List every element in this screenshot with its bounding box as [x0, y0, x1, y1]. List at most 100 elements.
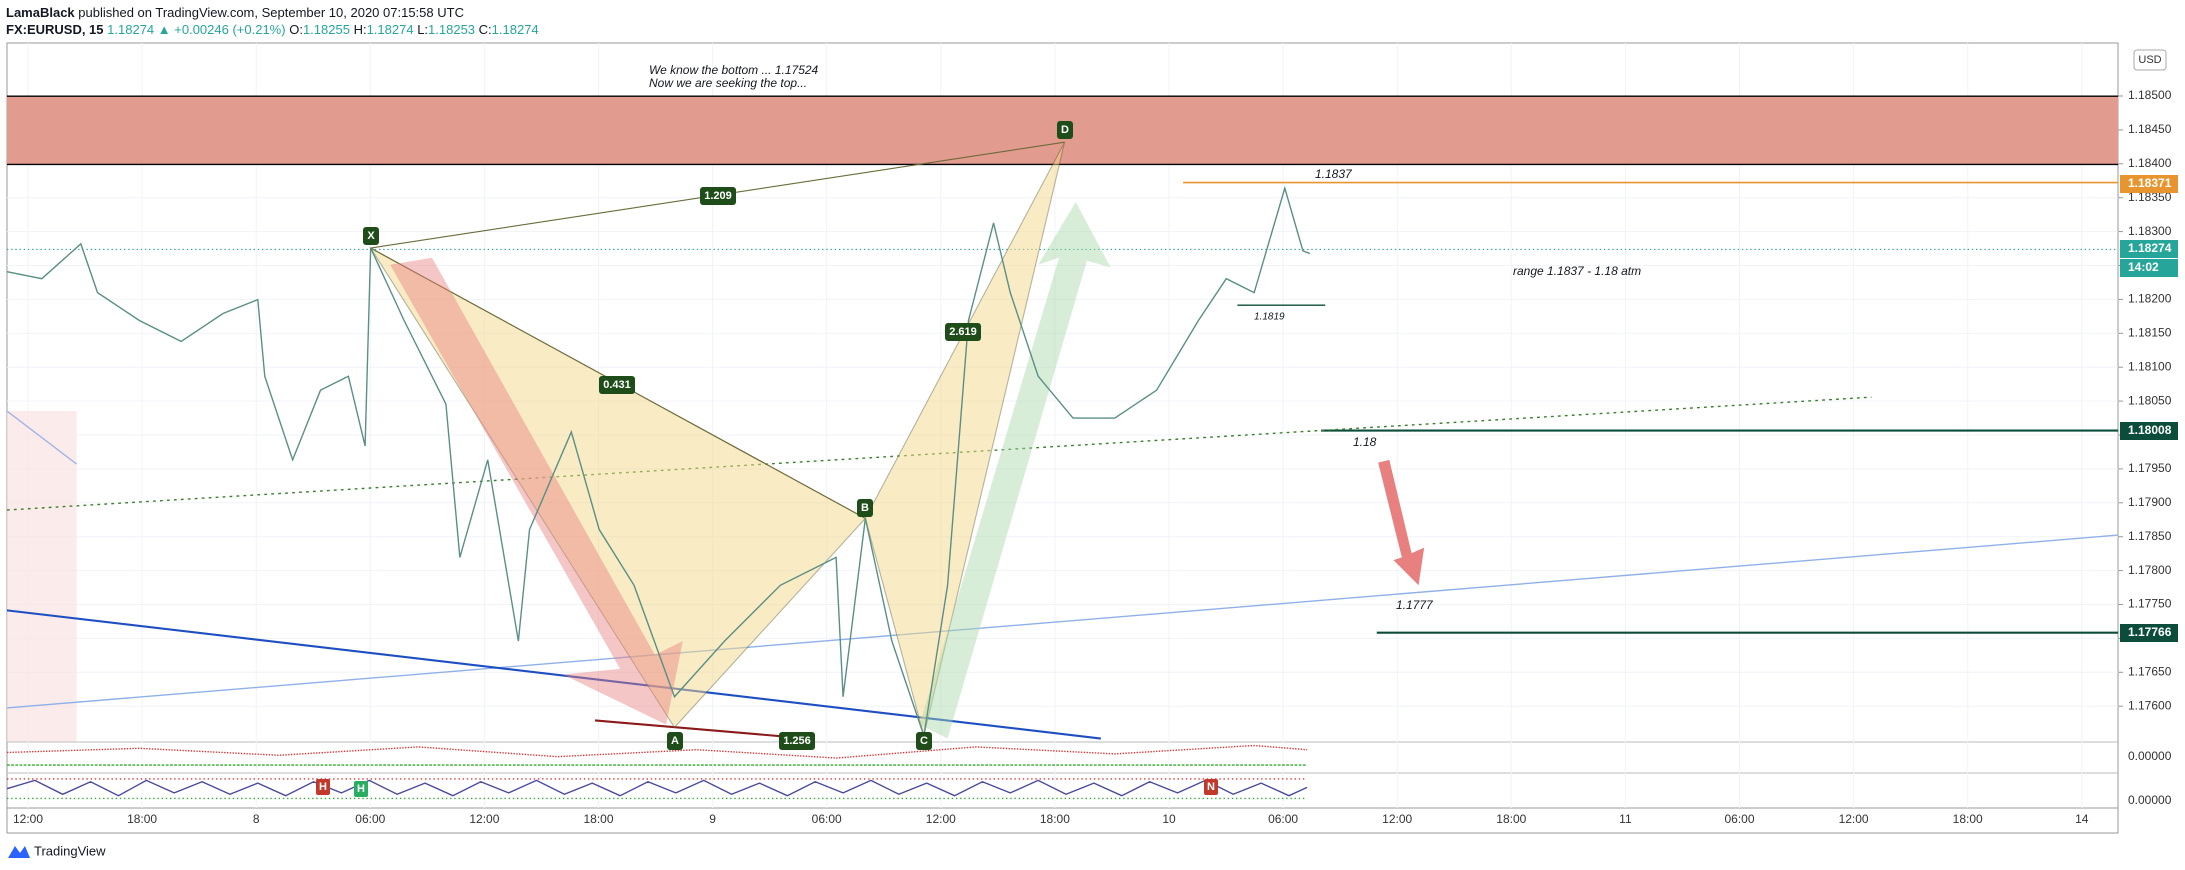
pattern-point-label: D: [1061, 124, 1069, 136]
time-tick: 06:00: [812, 812, 842, 826]
price-tag-label: 14:02: [2128, 260, 2159, 274]
price-tag: [2120, 259, 2178, 277]
time-tick: 18:00: [1953, 812, 1983, 826]
ratio-label: 0.431: [603, 379, 631, 391]
ratio-box: [779, 732, 815, 750]
ohlc: O:1.18255 H:1.18274 L:1.18253 C:1.18274: [289, 22, 538, 37]
marker: [1204, 779, 1218, 795]
price-tag-label: 1.18371: [2128, 176, 2172, 190]
marker-label: H: [357, 783, 365, 795]
time-tick: 18:00: [1040, 812, 1070, 826]
ohlc-key: O:: [289, 22, 303, 37]
time-tick: 12:00: [926, 812, 956, 826]
note: We know the bottom ... 1.17524: [649, 63, 819, 77]
indicator-2: [6, 779, 1308, 797]
logo: [8, 846, 30, 858]
time-tick: 10: [1162, 812, 1176, 826]
annotation: 1.1777: [1396, 598, 1434, 612]
price-tick: 1.17800: [2128, 563, 2172, 577]
pattern-labels: X A B C D 1.209 0.431 2.619 1.256 H H N: [316, 121, 1218, 797]
time-tick: 9: [709, 812, 716, 826]
pattern-point: [916, 732, 932, 750]
drawings: [6, 95, 2119, 800]
marker-label: N: [1207, 781, 1215, 793]
ratio-box: [700, 187, 736, 205]
price-tag: [2120, 624, 2178, 642]
price-tick: 1.18150: [2128, 325, 2172, 339]
indicator-1: [6, 744, 1308, 759]
price-tag-label: 1.17766: [2128, 625, 2172, 639]
time-tick: 11: [1619, 812, 1632, 826]
publisher: LamaBlack: [6, 5, 75, 20]
ratio-box: [945, 323, 981, 341]
price-tick: 1.17750: [2128, 597, 2172, 611]
ratio-label: 2.619: [949, 326, 977, 338]
price-tick: 1.17850: [2128, 529, 2172, 543]
price-tick: 1.18350: [2128, 190, 2172, 204]
last: 1.18274: [107, 22, 155, 37]
price-tick: 1.18200: [2128, 292, 2172, 306]
ohlc-key: H:: [353, 22, 367, 37]
price-tag-label: 1.18274: [2128, 241, 2172, 255]
price-path: [6, 185, 1311, 736]
pattern-point: [1057, 121, 1073, 139]
marker-label: H: [319, 781, 327, 793]
pattern-point-label: C: [920, 735, 928, 747]
trend-red: [594, 719, 809, 740]
ohlc-value: 1.18255: [302, 22, 350, 37]
indicator-tick: 0.00000: [2128, 749, 2172, 763]
annotation: 1.18: [1353, 435, 1377, 449]
note: Now we are seeking the top...: [649, 76, 807, 90]
price-tick: 1.17650: [2128, 664, 2172, 678]
price-tick: 1.18400: [2128, 156, 2172, 170]
time-tick: 06:00: [355, 812, 385, 826]
pattern-point-label: A: [671, 735, 679, 747]
ratio-label: 1.209: [704, 190, 732, 202]
ohlc-value: 1.18253: [428, 22, 476, 37]
price-tag: [2120, 422, 2178, 440]
currency: USD: [2138, 54, 2161, 66]
footer: TradingView: [34, 843, 106, 858]
published: published on TradingView.com, September …: [78, 5, 464, 20]
time-tick: 06:00: [1724, 812, 1754, 826]
ohlc-key: C:: [478, 22, 492, 37]
price-tick: 1.18450: [2128, 122, 2172, 136]
change: ▲ +0.00246 (+0.21%): [157, 22, 286, 37]
time-axis: 12:00 18:00 8 06:00 12:00 18:00 9 06:00 12:00 18:…: [13, 812, 2089, 826]
pattern-point: [667, 732, 683, 750]
marker: [354, 781, 368, 797]
price-tick: 1.18300: [2128, 224, 2172, 238]
pattern-point-label: X: [367, 230, 375, 242]
price-tick: 1.17900: [2128, 495, 2172, 509]
annotation: range 1.1837 - 1.18 atm: [1513, 264, 1641, 278]
price-tags: 1.18371 1.18274 14:02 1.18008 1.17766: [2120, 175, 2178, 642]
indicator-tick: 0.00000: [2128, 793, 2172, 807]
time-tick: 06:00: [1268, 812, 1298, 826]
price-tick: 1.17950: [2128, 461, 2172, 475]
arrow-up: [919, 202, 1111, 739]
price-tick: 1.17600: [2128, 698, 2172, 712]
time-tick: 18:00: [127, 812, 157, 826]
price-tag-label: 1.18008: [2128, 423, 2172, 437]
ratio-box: [599, 376, 635, 394]
time-tick: 14: [2075, 812, 2089, 826]
currency-box[interactable]: [2133, 49, 2167, 71]
price-tick: 1.18100: [2128, 359, 2172, 373]
time-tick: 18:00: [1496, 812, 1526, 826]
arrow-small: [1378, 459, 1425, 586]
trend-light: [6, 534, 2119, 709]
price-tick: 1.18050: [2128, 393, 2172, 407]
annotation: 1.1819: [1254, 312, 1285, 323]
time-tick: 12:00: [469, 812, 499, 826]
price-tag: [2120, 175, 2178, 193]
annotation: 1.1837: [1315, 167, 1353, 181]
shade: [6, 411, 77, 742]
arrow-down: [390, 257, 683, 725]
pattern-point: [363, 227, 379, 245]
time-tick: 8: [253, 812, 260, 826]
price-tag: [2120, 240, 2178, 258]
pattern-point-label: B: [861, 502, 869, 514]
time-tick: 18:00: [583, 812, 613, 826]
